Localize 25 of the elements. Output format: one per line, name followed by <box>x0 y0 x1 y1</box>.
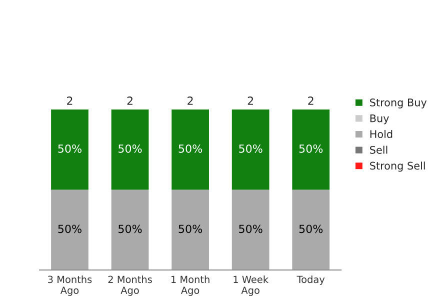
data-label: 50% <box>178 224 202 234</box>
x-tick-label: 3 Months Ago <box>48 276 92 296</box>
data-label: 50% <box>239 144 262 153</box>
x-tick-label: 2 Months Ago <box>108 276 152 296</box>
legend-label: Strong Sell <box>370 162 425 172</box>
annotation: 2 <box>188 96 193 105</box>
data-label: 50% <box>58 224 82 234</box>
data-label: 50% <box>299 224 323 234</box>
legend-label: Strong Buy <box>370 98 427 108</box>
annotation: 2 <box>248 96 253 105</box>
data-label: 50% <box>178 144 202 153</box>
legend-label: Sell <box>370 146 388 154</box>
annotation: 2 <box>127 96 132 105</box>
x-tick-label: 1 Week Ago <box>234 276 269 296</box>
x-tick-label: 1 Month Ago <box>171 276 210 296</box>
legend-label: Hold <box>370 130 392 138</box>
x-tick-label: Today <box>296 276 325 285</box>
data-label: 50% <box>118 144 142 153</box>
data-label: 50% <box>239 224 262 234</box>
data-label: 50% <box>299 144 323 153</box>
annotation: 2 <box>308 96 314 105</box>
data-label: 50% <box>58 144 82 153</box>
annotation: 2 <box>67 96 72 105</box>
legend-label: Buy <box>370 114 389 124</box>
data-label: 50% <box>118 224 142 234</box>
